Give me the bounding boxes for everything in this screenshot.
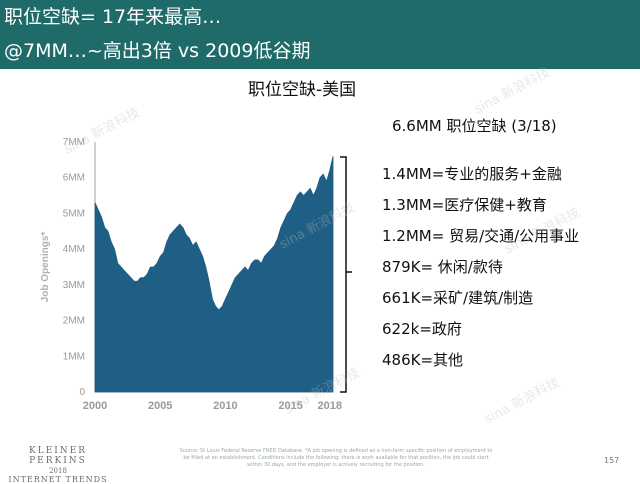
breakdown-item-health-education: 1.3MM=医疗保健+教育	[382, 196, 547, 214]
y-tick-label: 7MM	[63, 137, 85, 148]
title-banner: 职位空缺= 17年来最高… @7MM…~高出3倍 vs 2009低谷期	[0, 0, 640, 69]
chart-title: 职位空缺-美国	[248, 80, 357, 100]
breakdown-item-trade-transport: 1.2MM= 贸易/交通/公用事业	[382, 227, 580, 245]
kpcb-logo: KLEINER PERKINS 2018 INTERNET TRENDS	[8, 446, 108, 484]
y-tick-label: 3MM	[63, 280, 85, 291]
breakdown-item-professional-finance: 1.4MM=专业的服务+金融	[382, 165, 562, 183]
job-openings-area	[94, 156, 334, 393]
y-tick-label: 1MM	[63, 351, 85, 362]
slide-title: 职位空缺= 17年来最高…	[4, 6, 222, 28]
slide-subtitle: @7MM…~高出3倍 vs 2009低谷期	[4, 40, 311, 62]
x-tick-label: 2000	[83, 400, 107, 412]
x-tick-label: 2010	[213, 400, 237, 412]
x-tick-label: 2005	[148, 400, 172, 412]
y-tick-label: 4MM	[63, 244, 85, 255]
x-tick-label: 2015	[278, 400, 302, 412]
logo-year: 2018	[49, 467, 67, 475]
y-tick-label: 6MM	[63, 173, 85, 184]
logo-brand: KLEINER PERKINS	[28, 446, 88, 466]
bracket-line	[340, 156, 347, 393]
breakdown-item-leisure-hospitality: 879K= 休闲/款待	[382, 258, 503, 276]
total-openings-summary: 6.6MM 职位空缺 (3/18)	[392, 117, 557, 135]
source-note: Source: St Louis Federal Reserve FRED Da…	[179, 448, 493, 468]
y-tick-label: 2MM	[63, 316, 85, 327]
breakdown-item-other: 486K=其他	[382, 351, 464, 369]
breakdown-item-mining-construction: 661K=采矿/建筑/制造	[382, 289, 534, 307]
y-axis-label: Job Openings*	[40, 232, 51, 303]
page-number: 157	[604, 456, 620, 465]
y-tick-label: 5MM	[63, 208, 85, 219]
y-tick-label: 0	[79, 387, 85, 398]
x-tick-label: 2018	[317, 400, 341, 412]
breakdown-item-government: 622k=政府	[382, 320, 462, 338]
